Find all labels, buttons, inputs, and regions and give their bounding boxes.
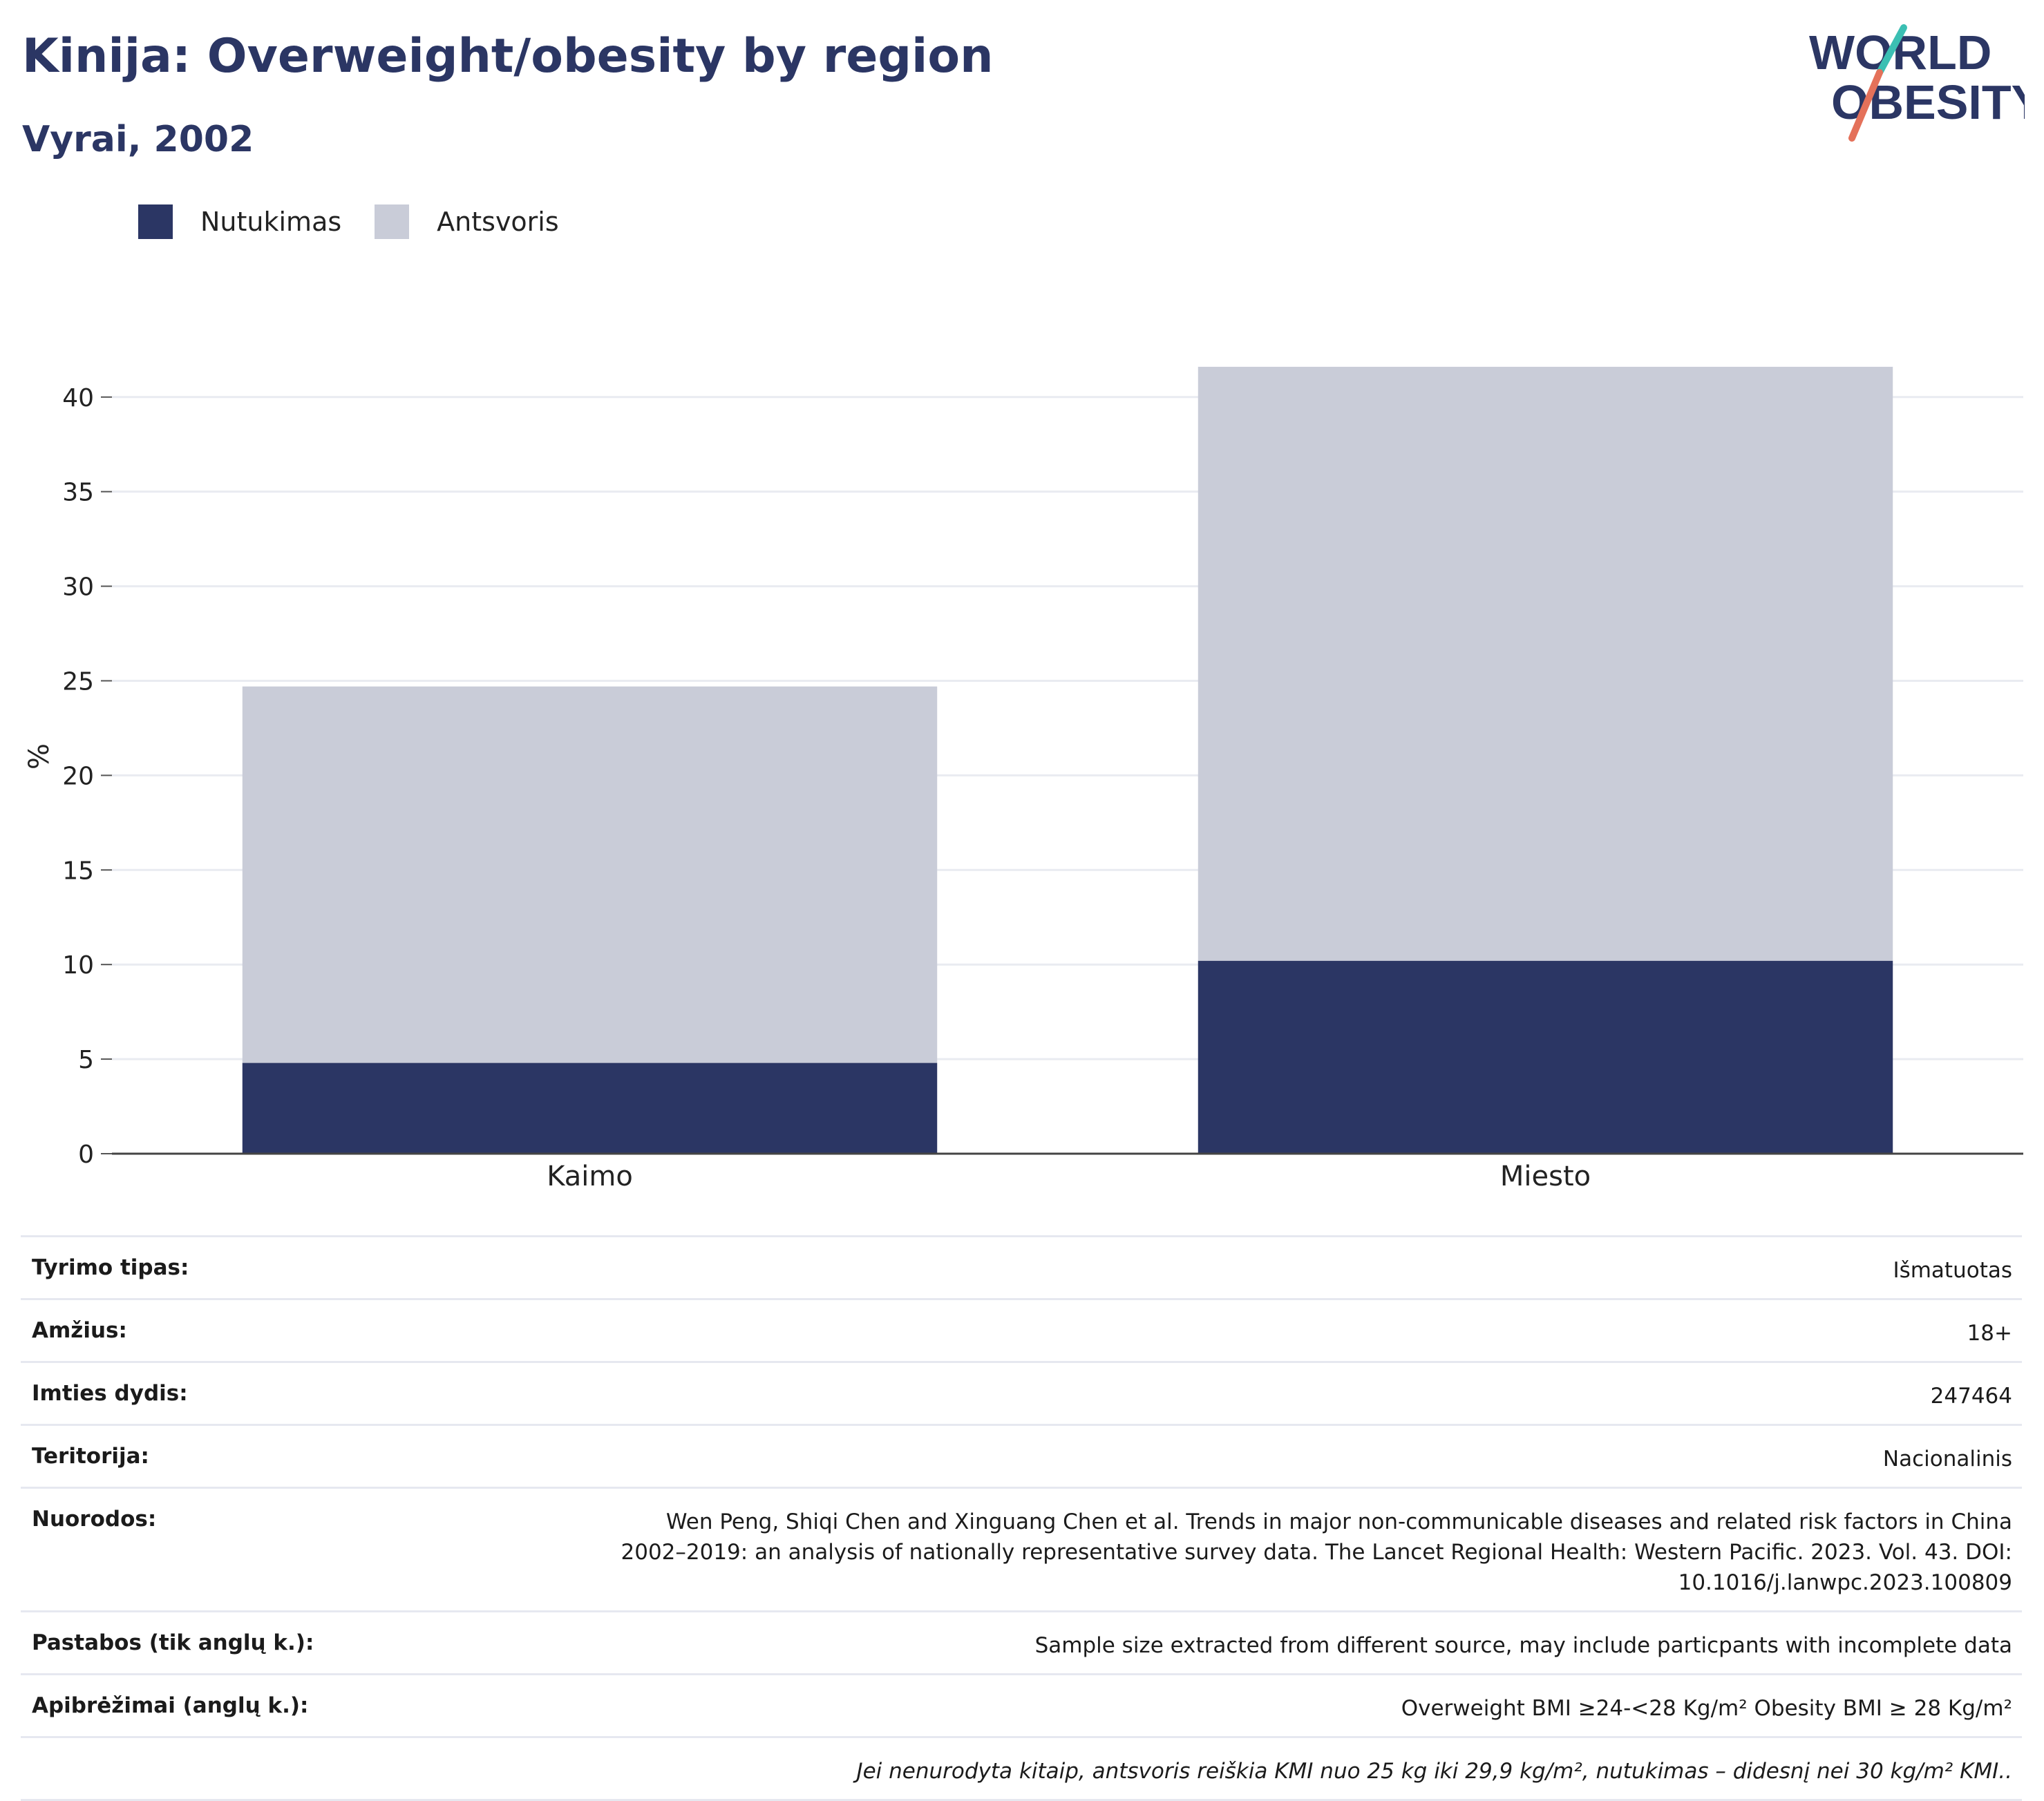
y-tick-label: 25 bbox=[62, 667, 94, 696]
legend-item-nutukimas[interactable]: Nutukimas bbox=[138, 204, 341, 239]
metadata-table: Tyrimo tipas: Išmatuotas Amžius: 18+ Imt… bbox=[21, 1235, 2022, 1801]
bar-nutukimas-miesto[interactable] bbox=[1198, 960, 1893, 1154]
meta-value: 247464 bbox=[1930, 1384, 2012, 1409]
chart-legend: Nutukimas Antsvoris bbox=[138, 204, 592, 239]
y-tick-label: 20 bbox=[62, 762, 94, 790]
meta-row-footnote: Jei nenurodyta kitaip, antsvoris reiškia… bbox=[21, 1736, 2022, 1801]
bar-antsvoris-miesto[interactable] bbox=[1198, 366, 1893, 961]
x-tick-label: Kaimo bbox=[547, 1161, 633, 1192]
bar-nutukimas-kaimo[interactable] bbox=[242, 1063, 938, 1154]
y-tick-label: 15 bbox=[62, 857, 94, 885]
meta-value: Sample size extracted from different sou… bbox=[1034, 1633, 2012, 1658]
page-title: Kinija: Overweight/obesity by region bbox=[22, 29, 994, 84]
stacked-bar-chart: 0 5 10 15 20 25 30 35 40 Kaimo Miesto % bbox=[23, 366, 2023, 1192]
page-subtitle: Vyrai, 2002 bbox=[22, 119, 254, 160]
chart-bars bbox=[242, 366, 1893, 1154]
y-axis-title: % bbox=[23, 743, 55, 770]
legend-label-antsvoris: Antsvoris bbox=[437, 207, 559, 237]
logo-slash-teal bbox=[1876, 24, 1907, 76]
meta-label: Tyrimo tipas: bbox=[32, 1255, 189, 1280]
meta-label: Nuorodos: bbox=[32, 1507, 157, 1532]
world-obesity-logo: WORLD OBESITY bbox=[1809, 24, 2025, 142]
legend-label-nutukimas: Nutukimas bbox=[200, 207, 342, 237]
meta-label: Amžius: bbox=[32, 1318, 127, 1343]
meta-row-definitions: Apibrėžimai (anglų k.): Overweight BMI ≥… bbox=[21, 1673, 2022, 1736]
y-tick-label: 0 bbox=[78, 1141, 94, 1169]
y-tick-label: 35 bbox=[62, 479, 94, 507]
y-tick-label: 40 bbox=[62, 384, 94, 412]
x-axis-ticks: Kaimo Miesto bbox=[547, 1161, 1591, 1192]
y-tick-label: 5 bbox=[78, 1046, 94, 1074]
meta-row-study-type: Tyrimo tipas: Išmatuotas bbox=[21, 1235, 2022, 1298]
meta-row-sample-size: Imties dydis: 247464 bbox=[21, 1361, 2022, 1424]
meta-row-notes: Pastabos (tik anglų k.): Sample size ext… bbox=[21, 1610, 2022, 1673]
legend-swatch-antsvoris bbox=[375, 204, 410, 239]
y-axis-ticks: 0 5 10 15 20 25 30 35 40 bbox=[62, 384, 112, 1169]
meta-value: Wen Peng, Shiqi Chen and Xinguang Chen e… bbox=[621, 1509, 2013, 1595]
meta-label: Teritorija: bbox=[32, 1444, 149, 1469]
legend-item-antsvoris[interactable]: Antsvoris bbox=[375, 204, 559, 239]
legend-swatch-nutukimas bbox=[138, 204, 173, 239]
meta-label: Imties dydis: bbox=[32, 1381, 188, 1406]
y-tick-label: 10 bbox=[62, 951, 94, 980]
meta-value: Overweight BMI ≥24-<28 Kg/m² Obesity BMI… bbox=[1401, 1696, 2012, 1721]
bar-antsvoris-kaimo[interactable] bbox=[242, 686, 938, 1063]
y-tick-label: 30 bbox=[62, 573, 94, 602]
meta-footnote: Jei nenurodyta kitaip, antsvoris reiškia… bbox=[856, 1759, 2012, 1784]
logo-slash-coral bbox=[1848, 69, 1883, 142]
meta-row-territory: Teritorija: Nacionalinis bbox=[21, 1424, 2022, 1487]
meta-value: Išmatuotas bbox=[1893, 1258, 2012, 1283]
meta-label: Apibrėžimai (anglų k.): bbox=[32, 1693, 309, 1718]
meta-row-references: Nuorodos: Wen Peng, Shiqi Chen and Xingu… bbox=[21, 1487, 2022, 1610]
meta-label: Pastabos (tik anglų k.): bbox=[32, 1630, 314, 1655]
meta-value: 18+ bbox=[1967, 1321, 2012, 1346]
meta-row-age: Amžius: 18+ bbox=[21, 1298, 2022, 1361]
meta-value: Nacionalinis bbox=[1882, 1447, 2012, 1471]
x-tick-label: Miesto bbox=[1500, 1161, 1591, 1192]
